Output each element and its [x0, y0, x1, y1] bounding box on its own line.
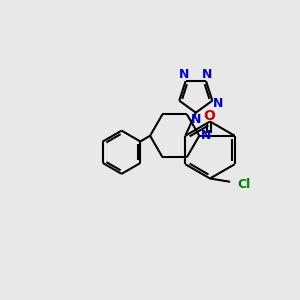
Text: N: N [190, 113, 201, 126]
Text: N: N [201, 129, 211, 142]
Text: N: N [213, 97, 223, 110]
Text: Cl: Cl [237, 178, 250, 191]
Text: O: O [203, 109, 215, 123]
Text: N: N [202, 68, 213, 81]
Text: N: N [179, 68, 189, 81]
